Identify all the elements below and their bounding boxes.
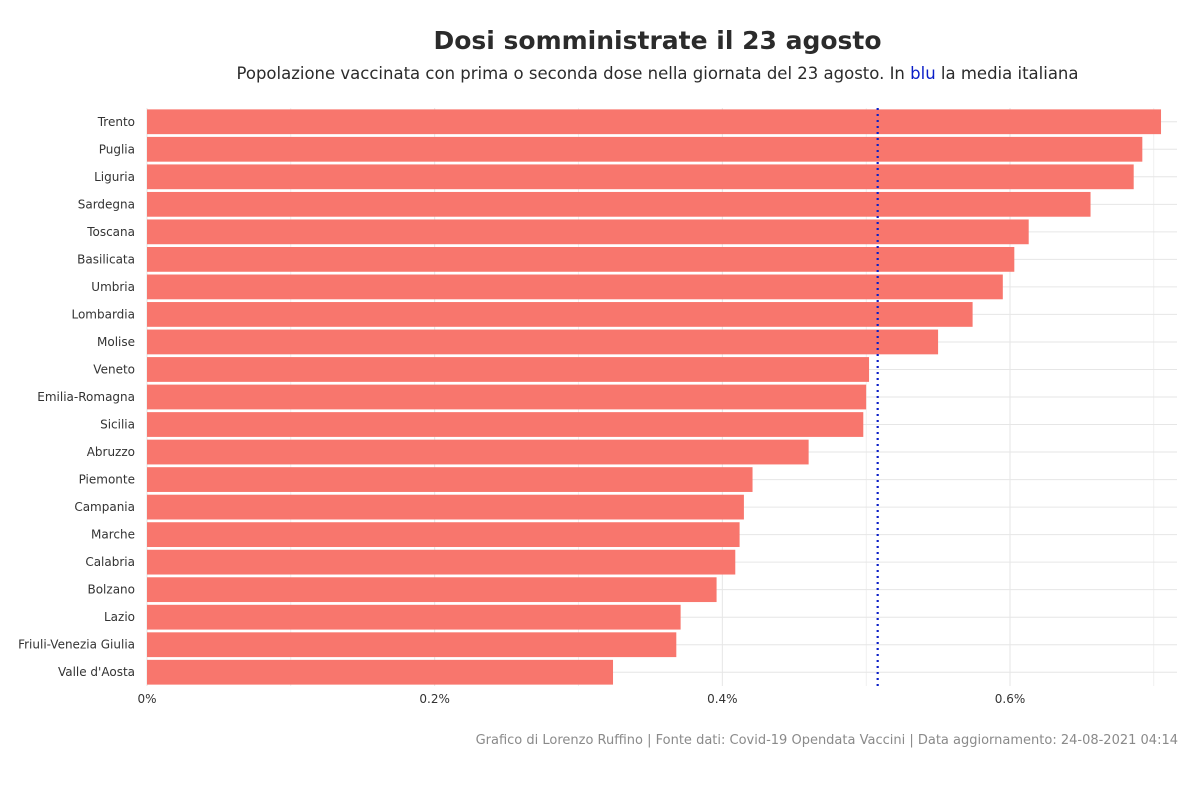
bar-marche — [147, 522, 740, 548]
bar-valle-d-aosta — [147, 659, 614, 685]
bars — [147, 109, 1162, 685]
y-tick-label: Molise — [97, 335, 135, 349]
bar-lazio — [147, 604, 681, 630]
y-tick-label: Valle d'Aosta — [58, 665, 135, 679]
y-tick-label: Sardegna — [78, 197, 135, 211]
bar-veneto — [147, 357, 870, 382]
bar-bolzano — [147, 577, 717, 603]
x-tick-label: 0% — [137, 692, 156, 706]
y-tick-label: Bolzano — [87, 583, 135, 597]
subtitle-highlight: blu — [910, 64, 936, 83]
bar-friuli-venezia-giulia — [147, 632, 677, 658]
bar-piemonte — [147, 467, 753, 492]
y-tick-label: Abruzzo — [87, 445, 135, 459]
y-axis-labels: Trento Puglia Liguria Sardegna Toscana Basili… — [18, 115, 135, 679]
bar-puglia — [147, 136, 1143, 162]
bar-sicilia — [147, 412, 864, 437]
y-tick-label: Trento — [97, 115, 135, 129]
y-tick-label: Piemonte — [79, 473, 135, 487]
bar-emilia-romagna — [147, 384, 867, 410]
subtitle-text: Popolazione vaccinata con prima o second… — [236, 64, 911, 83]
y-tick-label: Umbria — [91, 280, 135, 294]
y-tick-label: Friuli-Venezia Giulia — [18, 638, 135, 652]
x-tick-label: 0.4% — [707, 692, 738, 706]
bar-liguria — [147, 164, 1134, 190]
y-tick-label: Toscana — [86, 225, 135, 239]
bar-lombardia — [147, 302, 973, 327]
subtitle-text-end: la media italiana — [935, 64, 1079, 83]
y-tick-label: Sicilia — [100, 418, 135, 432]
y-tick-label: Puglia — [99, 142, 135, 156]
chart-subtitle: Popolazione vaccinata con prima o second… — [0, 64, 1200, 83]
y-tick-label: Basilicata — [77, 252, 135, 266]
y-tick-label: Emilia-Romagna — [37, 390, 135, 404]
chart-caption: Grafico di Lorenzo Ruffino | Fonte dati:… — [475, 733, 1178, 748]
bar-trento — [147, 109, 1162, 135]
bar-toscana — [147, 219, 1029, 245]
bar-basilicata — [147, 246, 1015, 272]
x-axis-labels: 0% 0.2% 0.4% 0.6% — [137, 692, 1025, 706]
chart-title: Dosi somministrate il 23 agosto — [433, 26, 882, 55]
y-tick-label: Marche — [91, 528, 135, 542]
y-tick-label: Veneto — [93, 362, 135, 376]
bar-campania — [147, 494, 744, 520]
y-tick-label: Calabria — [85, 555, 135, 569]
bar-sardegna — [147, 191, 1091, 217]
y-tick-label: Lombardia — [71, 307, 135, 321]
bar-molise — [147, 329, 939, 355]
y-tick-label: Lazio — [104, 610, 135, 624]
bar-abruzzo — [147, 439, 809, 465]
y-tick-label: Campania — [74, 500, 135, 514]
bar-calabria — [147, 549, 736, 575]
x-tick-label: 0.6% — [995, 692, 1026, 706]
y-tick-label: Liguria — [94, 170, 135, 184]
bar-umbria — [147, 274, 1003, 300]
x-tick-label: 0.2% — [419, 692, 450, 706]
